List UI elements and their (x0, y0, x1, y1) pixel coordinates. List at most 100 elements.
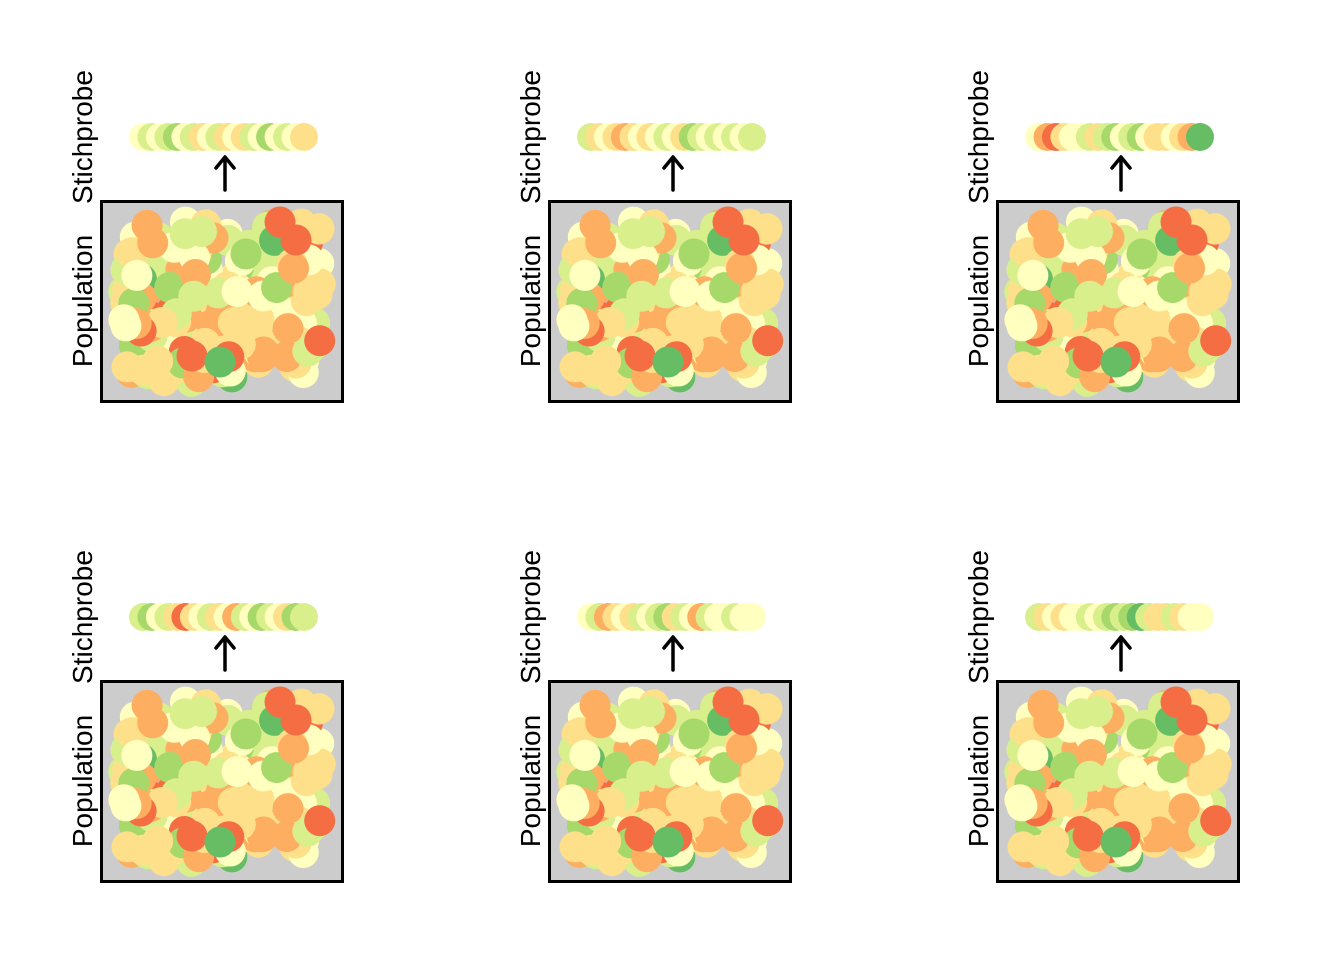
population-dot (178, 760, 210, 792)
population-dot (590, 345, 622, 377)
population-dot (1038, 345, 1070, 377)
population-dot (556, 784, 588, 816)
population-dot (108, 304, 140, 336)
sample-dot (1186, 603, 1214, 631)
population-dot (1074, 760, 1106, 792)
population-dots (1004, 206, 1232, 397)
population-dot (121, 259, 153, 291)
population-dot (137, 707, 169, 739)
population-dot (669, 756, 701, 788)
arrow-icon (1110, 155, 1132, 192)
population-dot (1100, 826, 1132, 858)
panel-5: Population Stichprobe (515, 550, 792, 883)
population-dot (272, 793, 304, 825)
population-dot (626, 760, 658, 792)
population-dot (154, 751, 186, 783)
population-dot (569, 739, 601, 771)
population-dot (1004, 784, 1036, 816)
population-dot (1017, 739, 1049, 771)
population-dot (669, 276, 701, 308)
population-dot (1126, 238, 1158, 270)
sample-dots (1025, 123, 1214, 151)
population-dot (1188, 276, 1220, 308)
population-dot (1139, 783, 1171, 815)
population-dot (303, 213, 335, 245)
population-dot (720, 793, 752, 825)
population-dot (678, 718, 710, 750)
sample-label: Stichprobe (67, 70, 98, 204)
population-label: Population (515, 235, 546, 367)
population-label: Population (67, 235, 98, 367)
population-dot (1017, 259, 1049, 291)
panel-6: Population Stichprobe (963, 550, 1240, 883)
population-dot (221, 756, 253, 788)
panel-2: Population Stichprobe (515, 70, 792, 403)
population-dot (154, 271, 186, 303)
population-dot (1113, 787, 1145, 819)
sample-label: Stichprobe (963, 550, 994, 684)
population-dot (1004, 304, 1036, 336)
population-label: Population (963, 715, 994, 847)
population-dot (602, 751, 634, 783)
panel-1: Population Stichprobe (67, 70, 344, 403)
population-dot (626, 280, 658, 312)
population-dot (137, 227, 169, 259)
population-dot (678, 238, 710, 270)
population-dot (752, 805, 784, 837)
population-dot (569, 259, 601, 291)
population-dot (186, 216, 217, 247)
population-dot (304, 805, 336, 837)
population-dots (1004, 686, 1232, 877)
population-dots (108, 686, 336, 877)
population-dot (1200, 325, 1232, 357)
population-dot (221, 276, 253, 308)
population-box-border (100, 200, 344, 403)
population-dot (1199, 693, 1231, 725)
population-box-border (100, 680, 344, 883)
population-label: Population (67, 715, 98, 847)
population-dot (1126, 718, 1158, 750)
population-dot (1117, 756, 1149, 788)
population-dot (691, 303, 723, 335)
population-dot (217, 307, 249, 339)
population-dot (1199, 213, 1231, 245)
population-dot (186, 696, 217, 727)
population-dot (652, 826, 684, 858)
population-dot (1038, 825, 1070, 857)
population-dot (243, 783, 275, 815)
population-dot (1072, 340, 1104, 372)
population-box-border (996, 200, 1240, 403)
population-dot (217, 787, 249, 819)
population-dot (751, 693, 783, 725)
population-box-border (548, 680, 792, 883)
sample-label: Stichprobe (515, 70, 546, 204)
population-dot (1174, 732, 1206, 764)
sample-label: Stichprobe (67, 550, 98, 684)
arrow-icon (214, 635, 236, 672)
population-dot (278, 252, 310, 284)
population-dot (665, 307, 697, 339)
population-dot (176, 820, 208, 852)
sample-label: Stichprobe (963, 70, 994, 204)
population-dot (691, 783, 723, 815)
population-dot (304, 325, 336, 357)
population-dot (278, 732, 310, 764)
arrow-icon (1110, 635, 1132, 672)
sample-dots (129, 123, 318, 151)
population-dot (720, 313, 752, 345)
sample-dot (738, 603, 766, 631)
population-dot (1074, 280, 1106, 312)
population-dot (652, 346, 684, 378)
population-dot (1082, 696, 1113, 727)
population-dot (590, 825, 622, 857)
population-dot (1050, 751, 1082, 783)
population-dot (1200, 805, 1232, 837)
population-dot (752, 325, 784, 357)
sample-dot (738, 123, 766, 151)
population-dot (1168, 313, 1200, 345)
population-dot (712, 206, 744, 238)
sample-dot (290, 123, 318, 151)
sample-label: Stichprobe (515, 550, 546, 684)
population-dots (556, 686, 784, 877)
